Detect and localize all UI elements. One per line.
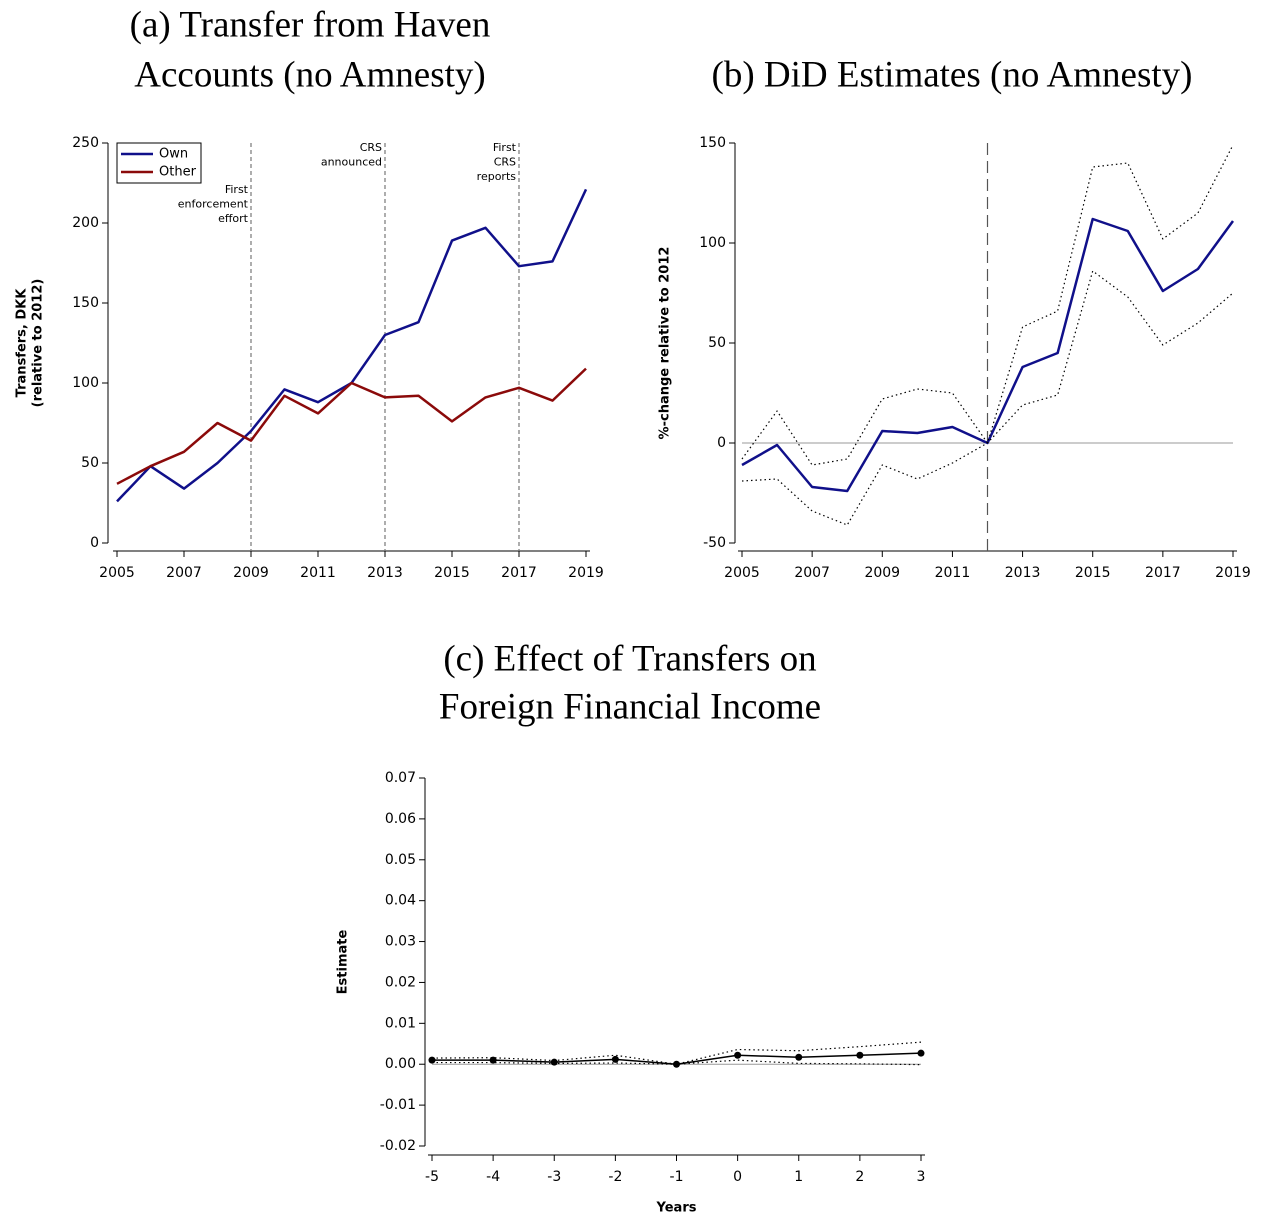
x-tick-label: -3: [547, 1169, 561, 1185]
y-tick-label: 100: [72, 375, 99, 391]
y-tick-label: 50: [708, 335, 726, 351]
x-tick-label: 0: [733, 1169, 742, 1185]
chart: (a) Transfer from Haven Accounts (no Amne…: [15, 4, 604, 581]
x-tick-label: 2019: [1215, 565, 1251, 581]
y-tick-label: 50: [81, 455, 99, 471]
y-axis-label: %-change relative to 2012: [658, 247, 673, 440]
y-tick-label: 0: [90, 535, 99, 551]
chart: (c) Effect of Transfers on Foreign Financ…: [336, 638, 926, 1215]
x-tick-label: 2015: [1075, 565, 1111, 581]
point: [611, 1055, 619, 1063]
legend-box: [116, 142, 202, 184]
x-tick-label: 2015: [434, 565, 470, 581]
annotation: First: [225, 183, 249, 196]
x-tick-label: -2: [608, 1169, 622, 1185]
series-line: [116, 367, 587, 485]
annotation: effort: [218, 212, 249, 225]
annotation: CRS: [360, 141, 382, 154]
point: [673, 1060, 680, 1068]
y-tick-label: 250: [72, 135, 99, 151]
x-tick-label: 2019: [568, 565, 604, 581]
series-line: [741, 270, 1234, 526]
point: [489, 1056, 497, 1064]
point: [550, 1058, 558, 1066]
legend-label: Other: [159, 165, 197, 180]
series-line: [741, 144, 1234, 466]
x-tick-label: -1: [670, 1169, 684, 1185]
annotation: announced: [321, 156, 382, 169]
x-tick-label: 2009: [233, 565, 269, 581]
x-axis-label: Years: [656, 1201, 697, 1216]
point: [795, 1053, 803, 1061]
y-axis-label: (relative to 2012): [31, 279, 46, 408]
y-tick-label: 0.06: [385, 811, 416, 827]
y-tick-label: 100: [699, 235, 726, 251]
point: [917, 1049, 925, 1057]
y-tick-label: 0: [717, 435, 726, 451]
x-tick-label: 1: [794, 1169, 803, 1185]
annotation: reports: [477, 170, 517, 183]
y-tick-label: 150: [72, 295, 99, 311]
chart-title: (a) Transfer from Haven: [130, 4, 491, 45]
x-tick-label: 2017: [501, 565, 537, 581]
x-tick-label: 2: [855, 1169, 864, 1185]
y-tick-label: 150: [699, 135, 726, 151]
series-line: [431, 1041, 922, 1065]
legend-label: Own: [159, 147, 188, 162]
point: [428, 1056, 436, 1064]
x-tick-label: 2007: [166, 565, 202, 581]
y-tick-label: -0.02: [380, 1138, 416, 1154]
y-tick-label: 0.03: [385, 934, 416, 950]
annotation: CRS: [494, 156, 516, 169]
chart-title: Foreign Financial Income: [439, 686, 821, 727]
x-tick-label: 2013: [1005, 565, 1041, 581]
x-tick-label: -4: [486, 1169, 500, 1185]
y-axis-label: Estimate: [336, 929, 351, 994]
x-tick-label: 2011: [300, 565, 336, 581]
x-tick-label: 2005: [724, 565, 760, 581]
y-tick-label: 0.04: [385, 893, 416, 909]
x-tick-label: 2017: [1145, 565, 1181, 581]
x-tick-label: 2011: [935, 565, 971, 581]
chart-title: Accounts (no Amnesty): [134, 54, 485, 95]
series-line: [116, 188, 588, 503]
chart-title: (b) DiD Estimates (no Amnesty): [712, 54, 1193, 95]
chart-title: (c) Effect of Transfers on: [443, 638, 816, 679]
point: [856, 1051, 864, 1059]
y-tick-label: 0.01: [385, 1015, 416, 1031]
y-tick-label: -50: [703, 535, 726, 551]
x-tick-label: 2005: [99, 565, 135, 581]
x-tick-label: -5: [425, 1169, 439, 1185]
y-tick-label: -0.01: [380, 1097, 416, 1113]
x-tick-label: 2009: [864, 565, 900, 581]
y-axis-label: Transfers, DKK: [15, 288, 30, 398]
x-tick-label: 2013: [367, 565, 403, 581]
y-tick-label: 0.02: [385, 974, 416, 990]
y-tick-label: 0.07: [385, 770, 416, 786]
annotation: First: [493, 141, 517, 154]
y-tick-label: 0.00: [385, 1056, 416, 1072]
y-tick-label: 0.05: [385, 852, 416, 868]
chart: (b) DiD Estimates (no Amnesty) %-change r…: [658, 54, 1251, 581]
annotation: enforcement: [178, 198, 249, 211]
x-tick-label: 2007: [794, 565, 830, 581]
series-line: [432, 1059, 922, 1066]
point: [734, 1051, 742, 1059]
y-tick-label: 200: [72, 215, 99, 231]
x-tick-label: 3: [917, 1169, 926, 1185]
